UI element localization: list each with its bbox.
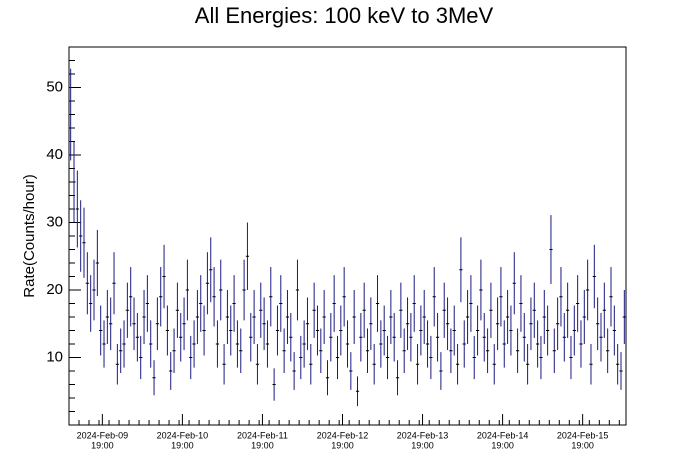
y-axis-label: Rate(Counts/hour) bbox=[21, 174, 38, 297]
x-tick-label: 19:00 bbox=[571, 440, 594, 450]
x-tick-label: 2024-Feb-10 bbox=[157, 430, 209, 440]
x-tick-label: 19:00 bbox=[411, 440, 434, 450]
y-tick-label: 50 bbox=[46, 78, 63, 95]
y-tick-label: 40 bbox=[46, 146, 63, 163]
x-tick-label: 19:00 bbox=[91, 440, 114, 450]
y-tick-label: 30 bbox=[46, 213, 63, 230]
y-tick-label: 10 bbox=[46, 348, 63, 365]
x-tick-label: 19:00 bbox=[491, 440, 514, 450]
x-tick-label: 2024-Feb-15 bbox=[557, 430, 609, 440]
x-tick-label: 2024-Feb-09 bbox=[77, 430, 129, 440]
chart-title: All Energies: 100 keV to 3MeV bbox=[195, 3, 494, 28]
x-tick-label: 19:00 bbox=[251, 440, 274, 450]
x-tick-label: 19:00 bbox=[331, 440, 354, 450]
x-tick-label: 2024-Feb-11 bbox=[237, 430, 288, 440]
x-tick-label: 2024-Feb-13 bbox=[397, 430, 449, 440]
x-tick-label: 2024-Feb-14 bbox=[477, 430, 529, 440]
y-tick-label: 20 bbox=[46, 281, 63, 298]
x-tick-label: 19:00 bbox=[171, 440, 194, 450]
x-tick-label: 2024-Feb-12 bbox=[317, 430, 369, 440]
